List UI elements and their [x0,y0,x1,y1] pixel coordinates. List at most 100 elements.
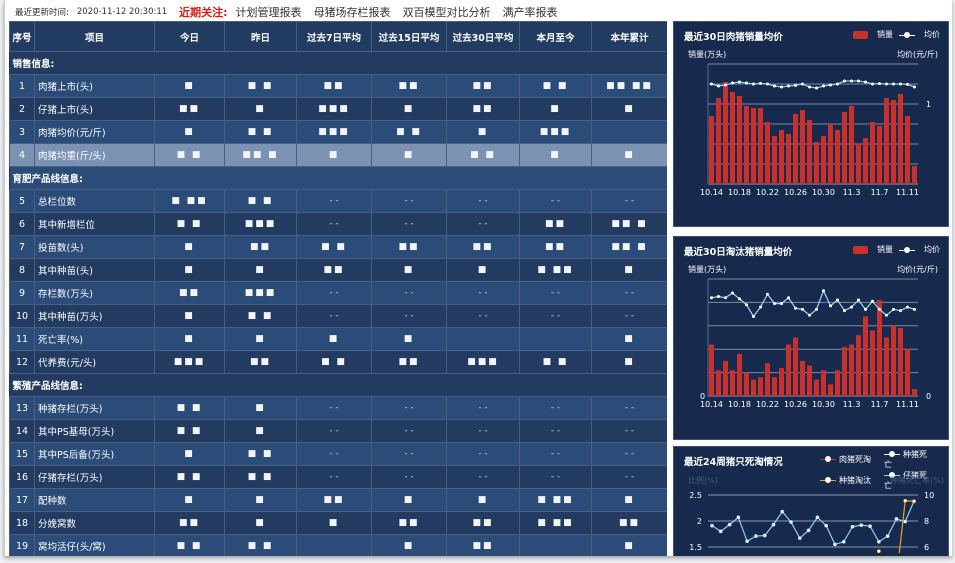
cell-value: ■■ [224,350,297,374]
bar [723,360,728,396]
cell-value: ■■ [224,235,297,259]
table-row[interactable]: 3 肉猪均价(元/斤) ■ ■ ■ ■■■ ■ ■ ■ ■■■ [9,120,667,144]
cell-value: - - [519,396,592,420]
x-tick-label: 10.14 [700,188,723,197]
link-plan-report[interactable]: 计划管理报表 [235,6,302,19]
chart-title: 最近30日淘汰猪销量均价 [684,247,793,258]
legend-price[interactable]: 均价 [924,245,940,254]
table-row[interactable]: 9 存栏数(万头) ■■ ■■■ - -- -- -- -- - [9,281,667,305]
cell-value: ■ [371,534,447,556]
legend-sales[interactable]: 销量 [877,245,893,254]
table-row[interactable]: 4 肉猪均重(斤/头) ■ ■ ■■ ■ ■ ■ ■ ■ ■ ■ [9,143,667,167]
row-item: 其中种苗(头) [34,258,155,282]
price-point [913,307,916,311]
cell-value: ■■ [296,74,372,98]
x-tick-label: 11.11 [896,188,919,197]
bar [723,82,728,184]
series-point [797,536,802,541]
cell-value: ■■■ [519,120,592,144]
cell-value: - - [591,396,667,420]
chart-hog-sales-price: 10.14 10.18 10.22 10.26 10.30 11.3 11.7 11.11 1 … [673,21,949,227]
price-point [738,297,741,301]
y-left-tick-label: 0 [700,392,705,401]
legend-sow-death[interactable]: 种猪死亡 [884,450,927,469]
row-item: 窝均活仔(头/窝) [34,534,155,556]
table-row[interactable]: 12 代养费(元/头) ■■■ ■■ ■ ■ ■■ ■■■ ■ ■ ■ [9,350,667,374]
legend-hog-death[interactable]: 肉猪死淘 [839,455,871,464]
table-row[interactable]: 11 死亡率(%) ■ ■ ■ ■ ■ [9,327,667,351]
legend-sow-cull[interactable]: 种猪淘汰 [839,476,871,485]
cell-value: - - [296,442,372,466]
cell-value: ■ ■■ [519,258,592,282]
series-point [850,524,855,529]
cell-value: ■ [224,419,297,443]
table-row[interactable]: 1 肉猪上市(头) ■ ■ ■ ■■ ■■ ■■ ■ ■ ■■ ■■ [9,74,667,98]
price-point [899,309,902,313]
table-row[interactable]: 19 窝均活仔(头/窝) ■ ■ ■ ■ ■ ■■ ■ [9,534,667,556]
table-row[interactable]: 14 其中PS基母(万头) ■ ■ ■ - -- -- -- -- - [9,419,667,443]
series-point [736,515,741,520]
price-point [738,80,741,84]
series-point [710,523,714,528]
price-point [801,82,804,86]
link-sow-farm-report[interactable]: 母猪场存栏报表 [313,6,391,19]
table-row[interactable]: 2 仔猪上市(头) ■■ ■ ■■■ ■ ■■ ■ ■ [9,97,667,121]
cell-value: ■ [591,143,667,167]
price-point [745,81,748,85]
table-row[interactable]: 15 其中PS后备(万头) ■ ■ ■ - -- -- -- -- - [9,442,667,466]
price-point [857,298,860,302]
bar [772,136,777,184]
bar [891,100,896,184]
chart-legend[interactable]: 肉猪死淘 种猪死亡 种猪淘汰 仔猪死亡 [820,450,940,491]
price-point [731,81,734,85]
bar [786,134,791,184]
table-row[interactable]: 6 其中新增栏位 ■ ■ ■■■ - -- -- - ■■ ■■ ■ [9,212,667,236]
cell-value: ■■ [446,235,520,259]
column-header: 今日 [154,21,225,52]
price-point [787,296,790,300]
series-point [789,520,793,524]
chart-legend[interactable]: 销量 均价 [853,245,940,255]
bar [870,330,875,396]
table-row[interactable]: 7 投苗数(头) ■ ■■ ■ ■ ■■ ■■ ■■ ■■ ■ [9,235,667,259]
bar [716,98,721,184]
column-header: 过去7日平均 [296,21,372,52]
cell-value: ■ [591,258,667,282]
cell-value: ■ ■ [519,74,592,98]
price-point [794,306,797,310]
x-tick-label: 11.3 [843,400,861,409]
cell-value: - - [446,442,520,466]
cell-value: - - [296,419,372,443]
price-point [815,307,818,311]
y-right-tick-label: 0 [926,392,931,401]
table-row[interactable]: 5 总栏位数 ■ ■■ ■ ■ - -- -- -- -- - [9,189,667,213]
table-row[interactable]: 8 其中种苗(头) ■ ■ ■■ ■ ■ ■ ■■ ■ [9,258,667,282]
chart-legend[interactable]: 销量 均价 [853,30,940,40]
cell-value: ■ [154,74,225,98]
table-row[interactable]: 13 种猪存栏(万头) ■ ■ ■ - -- -- -- -- - [9,396,667,420]
cell-value: ■■■ [296,97,372,121]
table-row[interactable]: 17 配种数 ■ ■ ■■ ■ ■ ■ ■■ ■ [9,488,667,512]
legend-line-icon [899,246,915,253]
bar [737,353,742,396]
row-item: 肉猪均重(斤/头) [34,143,155,167]
row-item: 其中种苗(万头) [34,304,155,328]
bar [849,344,854,396]
link-model-compare[interactable]: 双百模型对比分析 [402,6,491,19]
table-row[interactable]: 16 仔猪存栏(万头) ■ ■ ■ ■ - -- -- -- -- - [9,465,667,489]
cell-value: ■■ [446,74,520,98]
cell-value: - - [296,212,372,236]
cell-value: - - [371,442,447,466]
table-row[interactable]: 18 分娩窝数 ■■ ■ ■ ■■ ■■ ■ ■■ ■■ [9,511,667,535]
price-point [829,304,832,308]
y-right-tick-label: 8 [924,517,929,526]
bar [842,346,847,396]
legend-piglet-death[interactable]: 仔猪死亡 [884,471,927,490]
bar [884,337,889,396]
price-point [759,305,762,309]
legend-price[interactable]: 均价 [924,30,940,39]
link-full-production-report[interactable]: 满产率报表 [502,6,558,19]
table-row[interactable]: 10 其中种苗(万头) ■ ■ ■ - -- -- -- -- - [9,304,667,328]
x-tick-label: 10.22 [756,400,779,409]
legend-sales[interactable]: 销量 [877,30,893,39]
